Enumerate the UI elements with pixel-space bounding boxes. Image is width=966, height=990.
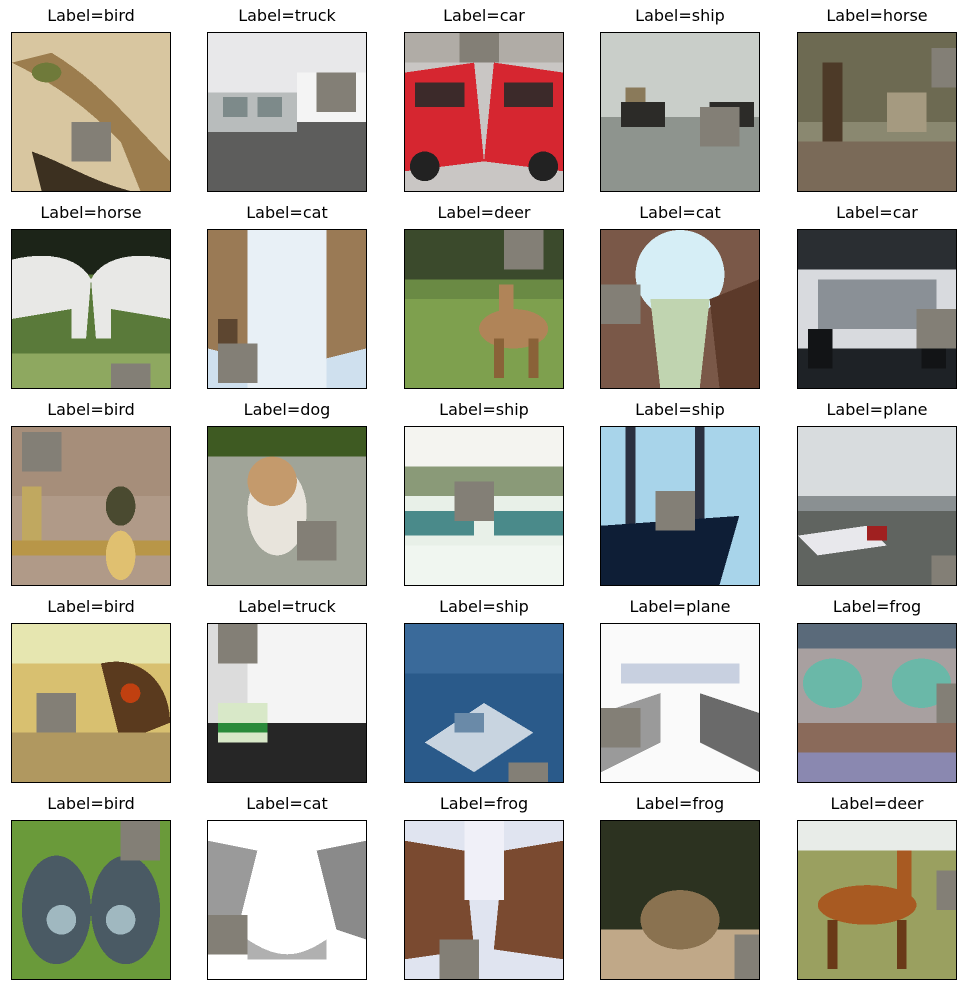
panel-label: Label=ship xyxy=(635,400,725,419)
sample-image xyxy=(11,623,171,783)
occlusion-patch xyxy=(936,870,956,910)
sample-image xyxy=(11,229,171,389)
panel-label: Label=cat xyxy=(246,203,328,222)
panel-label: Label=horse xyxy=(826,6,928,25)
panel-label: Label=ship xyxy=(439,597,529,616)
panel-label: Label=truck xyxy=(238,6,336,25)
panel-label: Label=car xyxy=(836,203,918,222)
occlusion-patch xyxy=(734,934,759,979)
occlusion-patch xyxy=(655,491,695,531)
panel-label: Label=deer xyxy=(437,203,531,222)
occlusion-patch xyxy=(936,683,956,723)
occlusion-patch xyxy=(71,121,111,162)
panel-label: Label=car xyxy=(443,6,525,25)
sample-image xyxy=(404,32,564,192)
occlusion-patch xyxy=(916,309,956,349)
occlusion-patch xyxy=(931,555,956,585)
occlusion-patch xyxy=(699,107,740,147)
occlusion-patch xyxy=(120,821,161,861)
sample-image xyxy=(207,623,367,783)
sample-image xyxy=(404,426,564,586)
sample-image xyxy=(600,229,760,389)
panel-label: Label=plane xyxy=(629,597,731,616)
sample-image xyxy=(404,820,564,980)
panel-label: Label=frog xyxy=(635,794,725,813)
panel-label: Label=ship xyxy=(439,400,529,419)
occlusion-patch xyxy=(503,230,544,270)
panel-label: Label=bird xyxy=(47,597,135,616)
occlusion-patch xyxy=(36,693,77,733)
sample-image xyxy=(207,229,367,389)
panel-label: Label=cat xyxy=(639,203,721,222)
sample-image xyxy=(207,426,367,586)
occlusion-patch xyxy=(217,624,258,664)
sample-image xyxy=(404,623,564,783)
sample-image xyxy=(207,820,367,980)
panel-label: Label=cat xyxy=(246,794,328,813)
occlusion-patch xyxy=(601,284,641,324)
occlusion-patch xyxy=(217,343,258,384)
panel-label: Label=truck xyxy=(238,597,336,616)
occlusion-patch xyxy=(208,914,248,955)
occlusion-patch xyxy=(439,939,480,979)
occlusion-patch xyxy=(21,431,62,472)
sample-image xyxy=(797,426,957,586)
sample-image xyxy=(797,623,957,783)
panel-label: Label=deer xyxy=(830,794,924,813)
sample-image xyxy=(11,820,171,980)
occlusion-patch xyxy=(601,707,641,748)
sample-image xyxy=(600,820,760,980)
sample-image xyxy=(797,32,957,192)
sample-image xyxy=(11,426,171,586)
panel-label: Label=ship xyxy=(635,6,725,25)
occlusion-patch xyxy=(931,47,956,88)
sample-image xyxy=(797,229,957,389)
occlusion-patch xyxy=(316,72,357,112)
sample-image xyxy=(797,820,957,980)
occlusion-patch xyxy=(459,33,499,63)
panel-label: Label=bird xyxy=(47,6,135,25)
panel-label: Label=dog xyxy=(243,400,331,419)
sample-image xyxy=(600,623,760,783)
occlusion-patch xyxy=(508,762,549,782)
sample-image xyxy=(404,229,564,389)
sample-image xyxy=(207,32,367,192)
panel-label: Label=horse xyxy=(40,203,142,222)
occlusion-patch xyxy=(110,363,151,388)
panel-label: Label=frog xyxy=(832,597,922,616)
panel-label: Label=bird xyxy=(47,794,135,813)
occlusion-patch xyxy=(454,481,494,521)
sample-image xyxy=(600,426,760,586)
panel-label: Label=bird xyxy=(47,400,135,419)
occlusion-patch xyxy=(296,520,337,561)
sample-image xyxy=(600,32,760,192)
sample-image xyxy=(11,32,171,192)
panel-label: Label=frog xyxy=(439,794,529,813)
panel-label: Label=plane xyxy=(826,400,928,419)
